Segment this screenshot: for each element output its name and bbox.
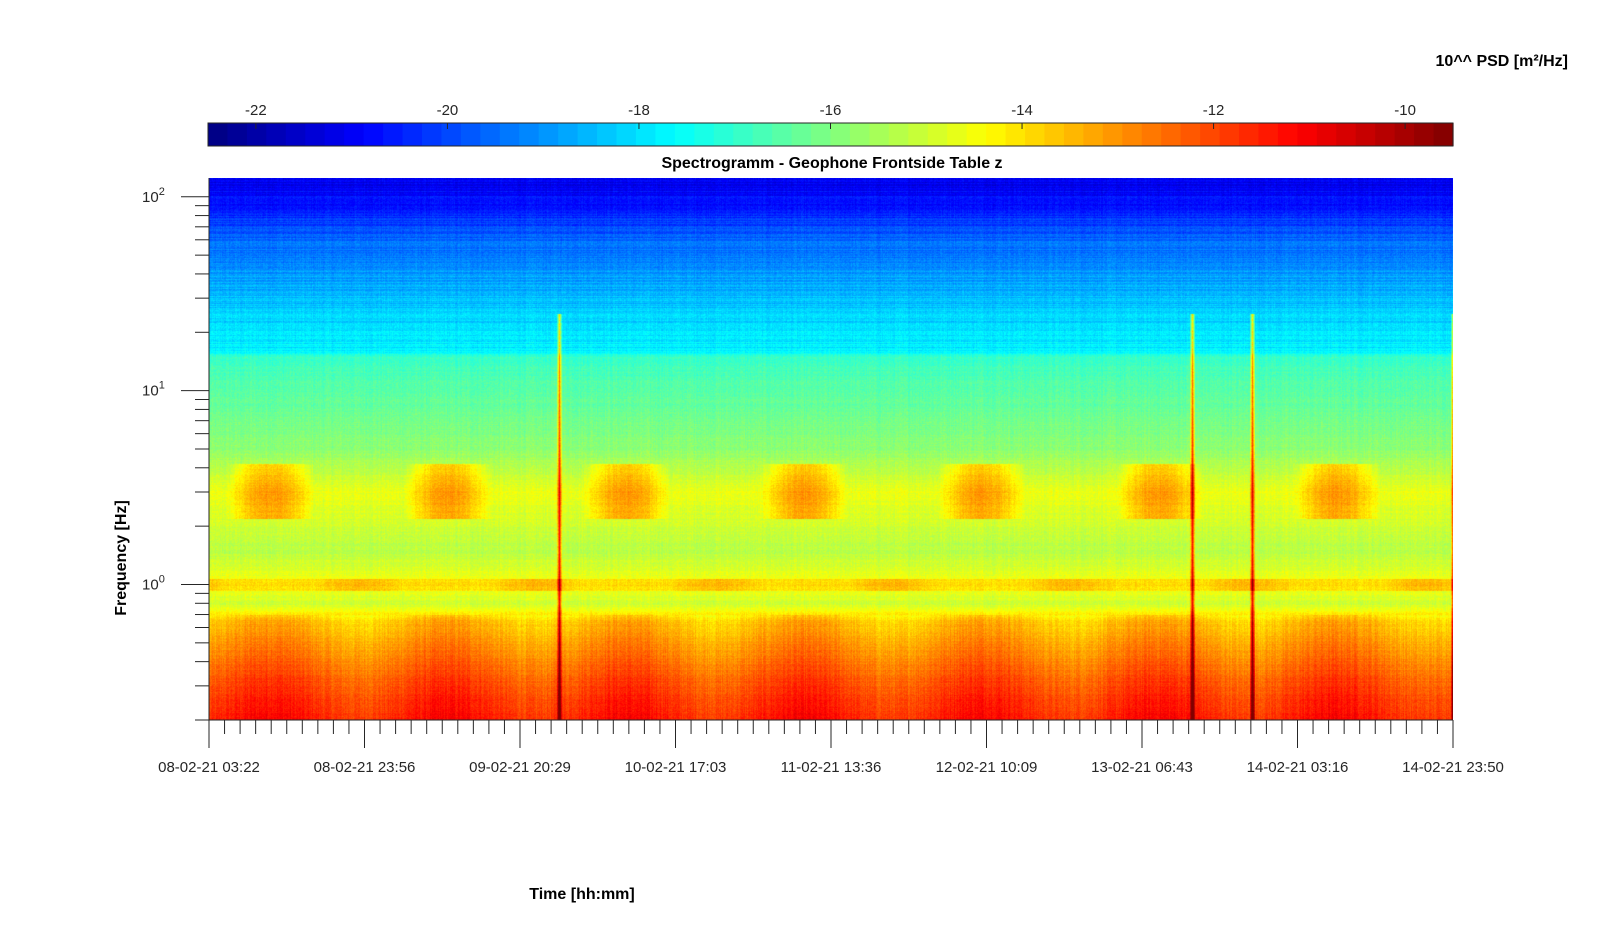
x-tick-label: 13-02-21 06:43	[1091, 759, 1193, 776]
colorbar-tick-label: -10	[1394, 102, 1416, 119]
x-tick-label: 08-02-21 03:22	[158, 759, 260, 776]
colorbar-segment	[752, 123, 773, 146]
colorbar-tick-label: -14	[1011, 102, 1033, 119]
colorbar-tick-label: -12	[1203, 102, 1225, 119]
colorbar-segment	[441, 123, 462, 146]
colorbar-segment	[1375, 123, 1396, 146]
colorbar-segment	[655, 123, 676, 146]
colorbar-segment	[1122, 123, 1143, 146]
x-axis-label: Time [hh:mm]	[529, 886, 634, 903]
x-axis: 08-02-21 03:22 08-02-21 23:56 09-02-21 20:…	[158, 719, 1504, 776]
colorbar-segment	[1141, 123, 1162, 146]
chart-title: Spectrogramm - Geophone Frontside Table …	[661, 155, 1002, 172]
colorbar: -22 -20 -18 -16 -14 -12 -10	[207, 102, 1454, 147]
colorbar-segment	[402, 123, 423, 146]
colorbar-segment	[421, 123, 443, 146]
colorbar-segment	[1414, 123, 1435, 146]
colorbar-segment	[908, 123, 929, 146]
colorbar-segment	[227, 123, 248, 146]
x-tick-label: 14-02-21 03:16	[1247, 759, 1349, 776]
colorbar-tick-label: -18	[628, 102, 650, 119]
colorbar-segment	[305, 123, 326, 146]
colorbar-segment	[480, 123, 501, 146]
colorbar-segment	[772, 123, 793, 146]
colorbar-segment	[811, 123, 832, 146]
colorbar-segment	[713, 123, 734, 146]
colorbar-segment	[597, 123, 618, 146]
colorbar-segment	[694, 123, 715, 146]
x-tick-label: 09-02-21 20:29	[469, 759, 571, 776]
colorbar-segment	[966, 123, 987, 146]
colorbar-segment	[849, 123, 871, 146]
colorbar-segment	[1063, 123, 1084, 146]
colorbar-segment	[1180, 123, 1201, 146]
colorbar-tick-label: -20	[437, 102, 459, 119]
colorbar-segment	[1005, 123, 1026, 146]
colorbar-segment	[558, 123, 579, 146]
y-axis-label: Frequency [Hz]	[113, 500, 130, 616]
colorbar-segment	[616, 123, 637, 146]
colorbar-segment	[208, 123, 229, 146]
colorbar-segment	[986, 123, 1007, 146]
colorbar-segment	[1239, 123, 1260, 146]
y-tick-label: 100	[142, 574, 165, 594]
colorbar-segment	[538, 123, 559, 146]
colorbar-segment	[674, 123, 695, 146]
colorbar-segment	[791, 123, 812, 146]
colorbar-segment	[1025, 123, 1046, 146]
colorbar-segment	[460, 123, 481, 146]
colorbar-segment	[1044, 123, 1065, 146]
colorbar-segment	[519, 123, 540, 146]
x-tick-label: 11-02-21 13:36	[781, 759, 882, 776]
colorbar-segment	[927, 123, 948, 146]
colorbar-segment	[577, 123, 598, 146]
colorbar-segment	[869, 123, 890, 146]
colorbar-segment	[1336, 123, 1357, 146]
colorbar-segment	[1258, 123, 1279, 146]
colorbar-segment	[947, 123, 968, 146]
colorbar-segment	[1219, 123, 1240, 146]
x-tick-label: 14-02-21 23:50	[1402, 759, 1504, 776]
colorbar-segment	[1297, 123, 1318, 146]
x-tick-label: 08-02-21 23:56	[314, 759, 416, 776]
colorbar-segment	[830, 123, 851, 146]
colorbar-segment	[1161, 123, 1182, 146]
y-tick-label: 101	[142, 380, 165, 400]
colorbar-segment	[266, 123, 287, 146]
colorbar-segment	[1083, 123, 1104, 146]
x-tick-label: 10-02-21 17:03	[625, 759, 727, 776]
colorbar-segment	[324, 123, 345, 146]
y-tick-label: 102	[142, 186, 165, 206]
x-tick-label: 12-02-21 10:09	[936, 759, 1038, 776]
colorbar-segment	[383, 123, 404, 146]
colorbar-tick-label: -16	[820, 102, 842, 119]
colorbar-segment	[344, 123, 365, 146]
colorbar-segment	[733, 123, 754, 146]
colorbar-segment	[888, 123, 909, 146]
spectrogram-image	[209, 178, 1453, 720]
colorbar-segment	[1355, 123, 1376, 146]
colorbar-segment	[246, 123, 267, 146]
colorbar-segment	[1316, 123, 1337, 146]
colorbar-segment	[1394, 123, 1415, 146]
colorbar-segment	[1102, 123, 1123, 146]
colorbar-segment	[285, 123, 306, 146]
colorbar-segment	[363, 123, 384, 146]
colorbar-segment	[1277, 123, 1298, 146]
colorbar-segment	[499, 123, 520, 146]
spectrogram-plot-area	[209, 178, 1453, 720]
colorbar-segment	[1200, 123, 1221, 146]
colorbar-tick-label: -22	[245, 102, 267, 119]
y-axis: 100 101 102	[142, 178, 210, 721]
colorbar-segment	[635, 123, 657, 146]
colorbar-segment	[1433, 123, 1454, 146]
colorbar-label: 10^^ PSD [m²/Hz]	[1436, 53, 1568, 70]
